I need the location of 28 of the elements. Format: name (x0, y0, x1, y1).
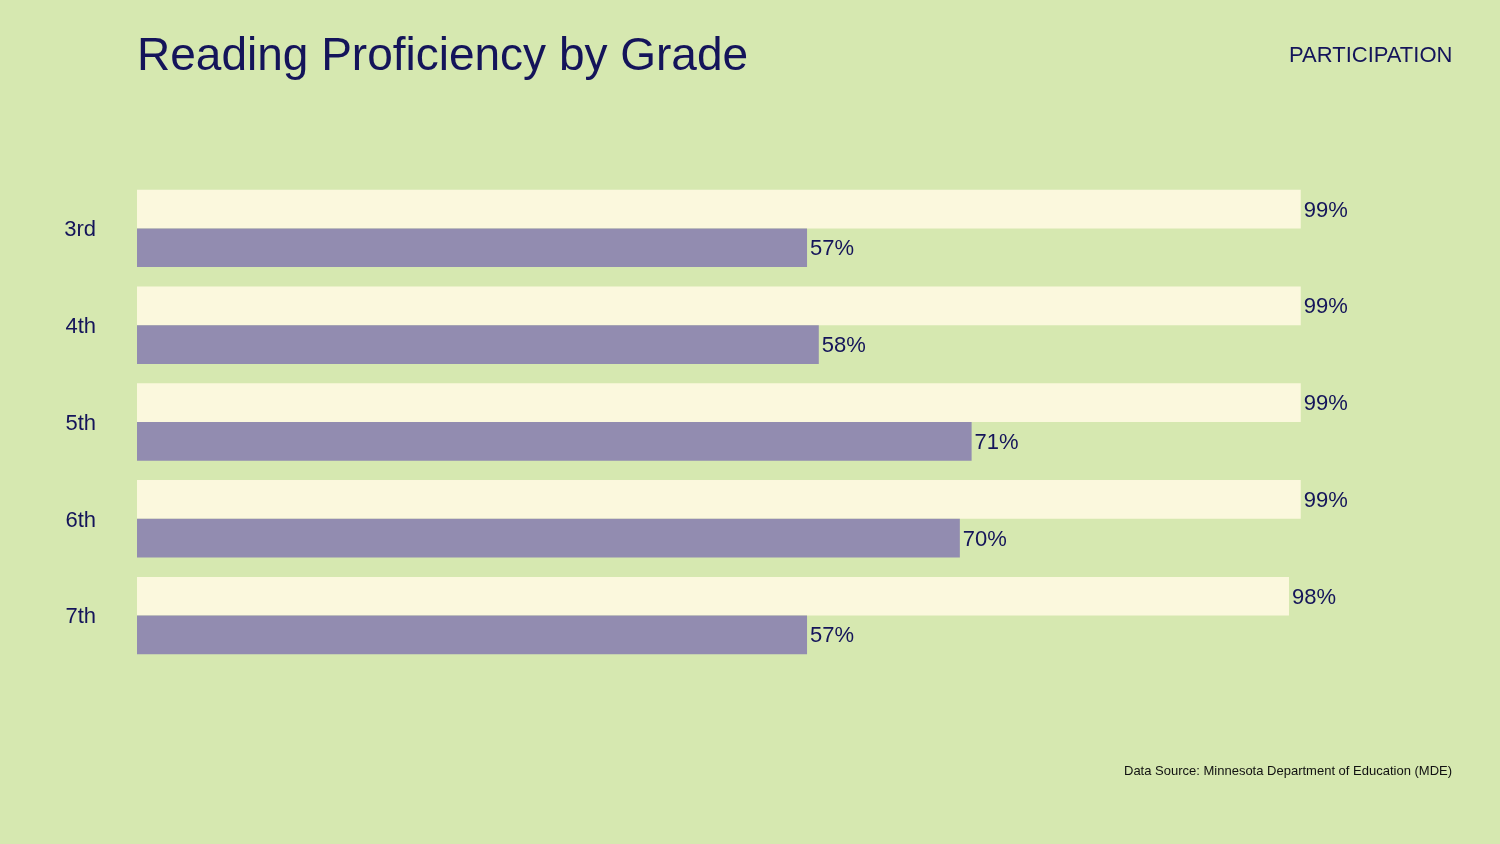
y-tick-label: 6th (65, 506, 96, 532)
data-label: 57% (810, 622, 855, 648)
chart-title: Reading Proficiency by Grade (137, 28, 749, 81)
bar (137, 228, 808, 268)
data-label: 58% (821, 332, 866, 358)
data-label: 99% (1303, 293, 1348, 319)
data-label: 98% (1291, 583, 1337, 609)
bar (137, 383, 1301, 422)
data-label: 99% (1303, 390, 1348, 416)
source-note: Data Source: Minnesota Department of Education (MDE) (1124, 763, 1453, 778)
bar (137, 480, 1301, 519)
y-tick-label: 4th (65, 312, 96, 338)
data-label: 99% (1303, 196, 1348, 222)
bar (137, 286, 1301, 326)
y-tick-label: 7th (65, 603, 96, 629)
bar (137, 422, 972, 461)
text: PARTICIPATION (1289, 42, 1453, 67)
bar (137, 189, 1301, 229)
data-label: 57% (810, 235, 855, 261)
bar (137, 576, 1289, 616)
y-tick-label: 5th (65, 409, 96, 435)
data-label: 70% (962, 525, 1007, 551)
bar (137, 615, 808, 655)
data-label: 99% (1303, 486, 1348, 512)
bar (137, 325, 819, 364)
data-label: 71% (974, 428, 1019, 454)
bar (137, 518, 960, 558)
y-tick-label: 3rd (64, 216, 96, 242)
